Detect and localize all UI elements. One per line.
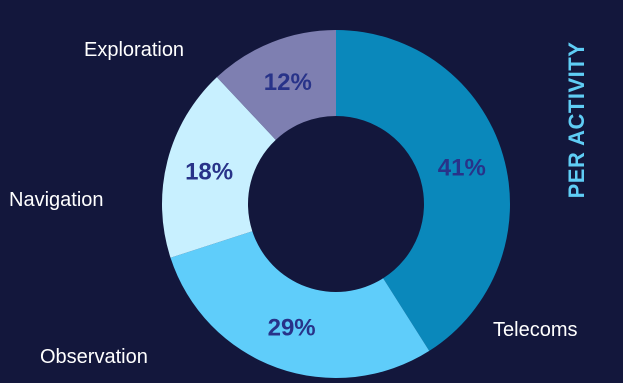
slice-telecoms bbox=[336, 30, 510, 351]
category-label-exploration: Exploration bbox=[84, 39, 184, 61]
slice-value-observation: 29% bbox=[268, 314, 316, 341]
side-label: PER ACTIVITY bbox=[564, 42, 589, 199]
slice-value-telecoms: 41% bbox=[438, 154, 486, 181]
slice-exploration bbox=[216, 30, 336, 140]
slice-observation bbox=[170, 231, 430, 379]
slice-value-exploration: 12% bbox=[264, 69, 312, 96]
slice-value-navigation: 18% bbox=[185, 158, 233, 185]
category-label-navigation: Navigation bbox=[9, 189, 104, 211]
slice-navigation bbox=[162, 77, 276, 258]
category-label-observation: Observation bbox=[40, 346, 148, 368]
category-label-telecoms: Telecoms bbox=[493, 319, 577, 341]
